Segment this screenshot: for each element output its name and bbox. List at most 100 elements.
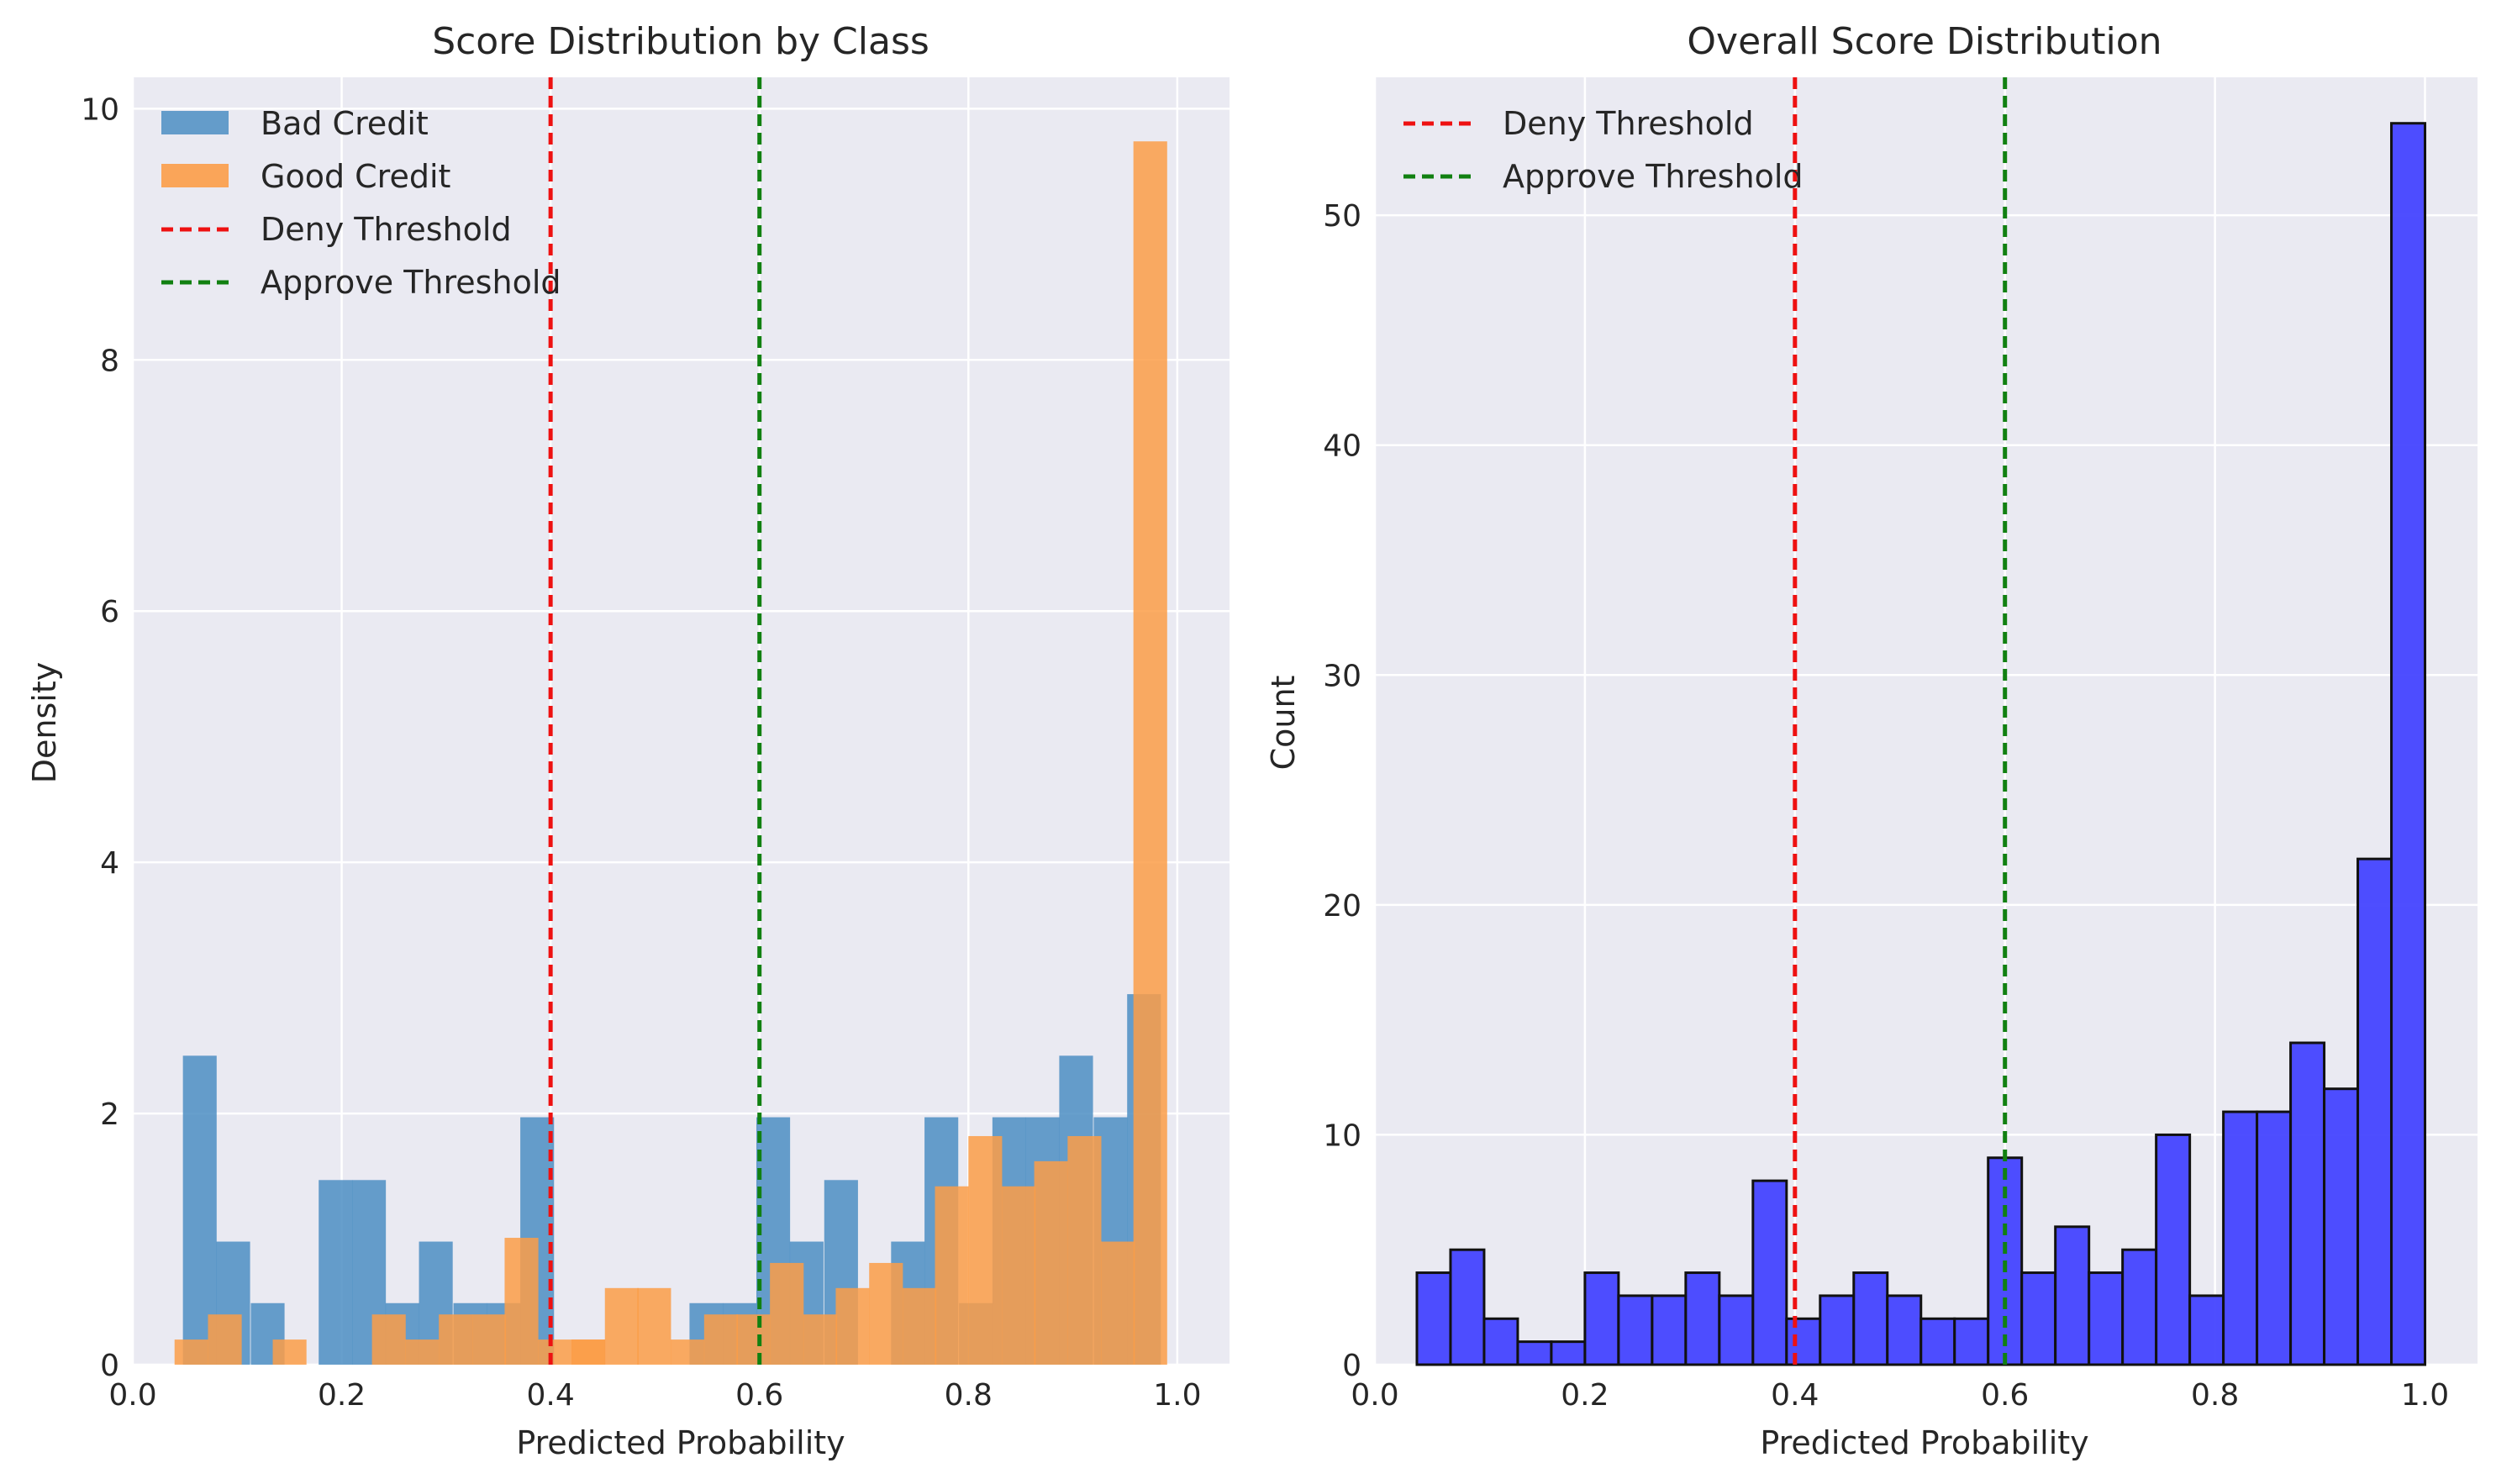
legend-swatch-good-credit: [161, 164, 229, 187]
y-tick-label: 10: [81, 92, 119, 127]
bar-good-credit: [703, 1314, 738, 1365]
y-tick-label: 40: [1323, 429, 1361, 464]
bar-overall: [1953, 1317, 1990, 1366]
threshold-lines: [548, 77, 762, 1365]
legend-label-good-credit: Good Credit: [261, 158, 450, 195]
bar-overall: [2222, 1110, 2259, 1366]
bar-good-credit: [869, 1262, 903, 1365]
bar-good-credit: [208, 1314, 242, 1365]
bar-overall: [1415, 1271, 1452, 1366]
y-tick-label: 4: [100, 846, 119, 881]
bar-bad-credit: [319, 1180, 353, 1365]
bar-overall: [1449, 1248, 1486, 1366]
histogram-bars: [1415, 122, 2427, 1366]
y-tick-label: 2: [100, 1097, 119, 1132]
x-tick-label: 0.4: [1771, 1378, 1819, 1413]
chart-score-by-class: 0.0 0.2 0.4 0.6 0.8 1.0 0 2 4 6 8 10 Score Distrib…: [26, 20, 1230, 1461]
bar-overall: [1617, 1294, 1654, 1366]
bar-overall: [1785, 1317, 1822, 1366]
bar-good-credit: [968, 1135, 1003, 1365]
bar-overall: [1516, 1340, 1553, 1366]
bar-overall: [1886, 1294, 1923, 1366]
x-tick-labels: 0.0 0.2 0.4 0.6 0.8 1.0: [108, 1378, 1201, 1413]
bar-overall: [1684, 1271, 1721, 1366]
legend: Bad Credit Good Credit Deny Threshold Ap…: [161, 105, 561, 301]
bar-overall: [2256, 1110, 2293, 1366]
bar-overall: [2289, 1041, 2326, 1366]
bar-bad-credit: [182, 1055, 217, 1365]
x-tick-label: 0.6: [735, 1378, 783, 1413]
bar-good-credit: [1067, 1135, 1102, 1365]
x-tick-label: 0.4: [527, 1378, 575, 1413]
x-tick-label: 0.8: [945, 1378, 993, 1413]
bar-overall: [1583, 1271, 1620, 1366]
bar-overall: [2188, 1294, 2225, 1366]
x-tick-label: 0.0: [1351, 1378, 1398, 1413]
y-tick-label: 50: [1323, 199, 1361, 234]
x-tick-label: 1.0: [1153, 1378, 1201, 1413]
bar-overall: [2020, 1271, 2057, 1366]
bar-good-credit: [571, 1339, 606, 1365]
x-axis-label: Predicted Probability: [1760, 1424, 2088, 1461]
bar-good-credit: [174, 1339, 208, 1365]
chart-title: Score Distribution by Class: [432, 20, 929, 63]
legend-label-approve: Approve Threshold: [261, 264, 561, 301]
bar-good-credit: [538, 1339, 572, 1365]
legend-swatch-bad-credit: [161, 111, 229, 134]
bar-overall: [2054, 1225, 2091, 1366]
legend-label-bad-credit: Bad Credit: [261, 105, 429, 142]
bar-good-credit: [803, 1314, 838, 1365]
bar-overall: [2088, 1271, 2125, 1366]
bar-good-credit: [371, 1314, 406, 1365]
bar-overall: [1550, 1340, 1587, 1366]
bar-good-credit: [637, 1287, 671, 1365]
bar-good-credit: [1002, 1186, 1036, 1365]
y-tick-labels: 0 10 20 30 40 50: [1323, 199, 1361, 1383]
bar-good-credit: [736, 1314, 771, 1365]
chart-title: Overall Score Distribution: [1687, 20, 2162, 63]
bar-overall: [1819, 1294, 1856, 1366]
histogram-bars: [174, 141, 1167, 1366]
y-tick-label: 30: [1323, 659, 1361, 693]
bar-good-credit: [1034, 1160, 1068, 1365]
bar-good-credit: [272, 1339, 307, 1365]
bar-good-credit: [1133, 141, 1167, 1366]
bar-good-credit: [405, 1339, 440, 1365]
y-tick-label: 0: [1342, 1349, 1361, 1383]
x-tick-label: 1.0: [2401, 1378, 2449, 1413]
bar-overall: [1751, 1179, 1788, 1366]
bar-overall: [1651, 1294, 1688, 1366]
legend-label-deny: Deny Threshold: [1503, 105, 1754, 142]
bar-overall: [2390, 122, 2427, 1366]
bar-good-credit: [835, 1287, 870, 1365]
bar-overall: [2155, 1133, 2192, 1366]
y-tick-label: 8: [100, 344, 119, 378]
x-tick-labels: 0.0 0.2 0.4 0.6 0.8 1.0: [1351, 1378, 2449, 1413]
x-tick-label: 0.2: [1561, 1378, 1609, 1413]
legend: Deny Threshold Approve Threshold: [1403, 105, 1804, 195]
bar-overall: [2121, 1248, 2158, 1366]
legend-label-deny: Deny Threshold: [261, 211, 512, 248]
x-tick-label: 0.2: [318, 1378, 366, 1413]
bar-good-credit: [1101, 1241, 1135, 1365]
bar-good-credit: [504, 1238, 539, 1365]
bar-good-credit: [604, 1287, 639, 1365]
y-tick-label: 0: [100, 1349, 119, 1383]
bar-good-credit: [935, 1186, 969, 1365]
bar-overall: [2323, 1087, 2360, 1366]
threshold-lines: [1793, 77, 2008, 1365]
bar-overall: [1852, 1271, 1889, 1366]
bar-good-credit: [439, 1314, 473, 1365]
bar-overall: [1482, 1317, 1519, 1366]
y-tick-labels: 0 2 4 6 8 10: [81, 92, 119, 1383]
bar-good-credit: [471, 1314, 507, 1365]
y-tick-label: 20: [1323, 889, 1361, 924]
y-tick-label: 10: [1323, 1118, 1361, 1153]
bar-good-credit: [770, 1262, 804, 1365]
bar-good-credit: [902, 1287, 937, 1365]
legend-label-approve: Approve Threshold: [1503, 158, 1804, 195]
x-tick-label: 0.8: [2191, 1378, 2239, 1413]
x-tick-label: 0.0: [108, 1378, 156, 1413]
bar-good-credit: [671, 1339, 705, 1365]
chart-overall-distribution: 0.0 0.2 0.4 0.6 0.8 1.0 0 10 20 30 40 50 Overall S…: [1265, 20, 2478, 1461]
